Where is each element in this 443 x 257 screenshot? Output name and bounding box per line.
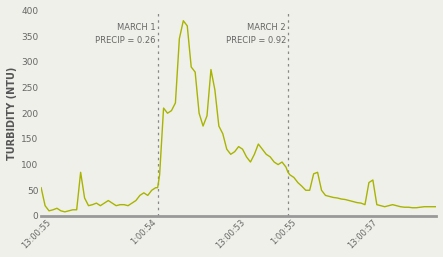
Y-axis label: TURBIDITY (NTU): TURBIDITY (NTU) — [7, 67, 17, 160]
Text: MARCH 1
PRECIP = 0.26: MARCH 1 PRECIP = 0.26 — [95, 23, 155, 45]
Text: MARCH 2
PRECIP = 0.92: MARCH 2 PRECIP = 0.92 — [225, 23, 286, 45]
